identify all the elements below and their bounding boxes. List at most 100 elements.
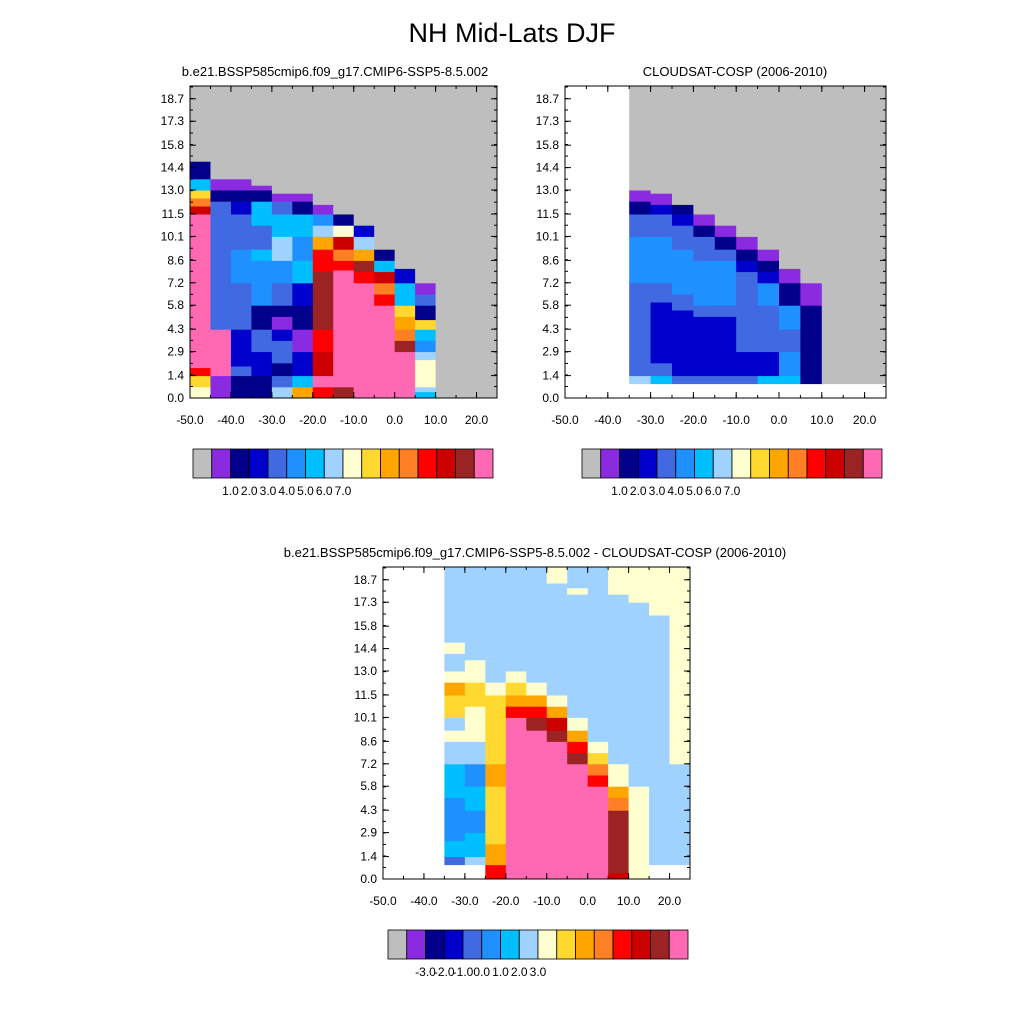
heatmap-cell (672, 294, 694, 311)
heatmap-cell (693, 375, 716, 385)
heatmap-cell (292, 86, 314, 194)
heatmap-cell (757, 351, 780, 377)
plot-frame (564, 85, 887, 399)
colorbar-swatch (825, 448, 845, 479)
heatmap-cell (505, 671, 527, 683)
heatmap-cell (444, 567, 466, 643)
heatmap-cell (693, 214, 716, 226)
colorbar-swatch (769, 448, 789, 479)
heatmap-cell (464, 763, 486, 787)
heatmap-cell (292, 193, 314, 202)
colorbar-swatch (619, 448, 639, 479)
heatmap-cell (230, 190, 252, 202)
heatmap-cell (714, 260, 737, 306)
heatmap-cell (210, 178, 232, 191)
colorbar-swatch (731, 448, 752, 479)
x-tick-label: 10.0 (424, 413, 448, 427)
heatmap-cell (736, 249, 759, 261)
heatmap-cell (251, 305, 273, 330)
heatmap-cell (292, 386, 314, 399)
heatmap-cell (444, 682, 466, 696)
y-tick-label: 7.2 (167, 276, 184, 290)
y-tick-label: 18.7 (354, 573, 378, 587)
heatmap-cell (435, 86, 457, 399)
heatmap-cell (587, 775, 609, 787)
heatmap-cell (779, 86, 801, 269)
heatmap-cell (464, 706, 486, 742)
heatmap-cell (693, 225, 716, 237)
heatmap-cell (312, 271, 334, 330)
colorbar-swatch (380, 448, 400, 479)
y-tick-label: 1.4 (542, 369, 559, 383)
colorbar-label: 2.0 (511, 965, 528, 979)
x-tick-label: -40.0 (217, 413, 245, 427)
panel-2-title: CLOUDSAT-COSP (2006-2010) (642, 64, 828, 79)
colorbar-swatch (455, 448, 475, 479)
heatmap-cell (629, 214, 652, 237)
heatmap-cell (672, 225, 694, 250)
x-tick-label: -50.0 (176, 413, 204, 427)
y-tick-label: 13.0 (354, 664, 378, 678)
y-tick-label: 8.6 (360, 734, 377, 748)
heatmap-cell (394, 329, 416, 341)
heatmap-cell (485, 786, 507, 845)
heatmap-cell (649, 567, 671, 616)
heatmap-cell (672, 86, 694, 205)
heatmap-cell (374, 249, 396, 261)
heatmap-cell (210, 190, 232, 202)
heatmap-cell (505, 717, 527, 880)
heatmap-cell (800, 316, 823, 330)
y-tick-label: 13.0 (161, 183, 185, 197)
heatmap-cell (271, 375, 293, 388)
heatmap-cell (587, 786, 609, 880)
colorbar-label: 3.0 (530, 965, 547, 979)
heatmap-cell (415, 305, 437, 321)
heatmap-cell (271, 236, 293, 261)
heatmap-cell (292, 214, 314, 237)
heatmap-cell (444, 810, 466, 842)
y-tick-label: 5.8 (167, 298, 184, 312)
heatmap-cell (843, 86, 866, 385)
heatmap-cell (757, 305, 780, 353)
heatmap-cell (333, 86, 355, 215)
heatmap-cell (629, 190, 652, 202)
colorbar-swatch (575, 929, 595, 960)
colorbar-swatch (286, 448, 306, 479)
colorbar-swatch (631, 929, 651, 960)
heatmap-cell (353, 86, 375, 226)
heatmap-cell (251, 351, 273, 377)
heatmap-cell (353, 249, 375, 261)
heatmap-cell (800, 351, 823, 377)
heatmap-cell (672, 214, 694, 226)
x-tick-label: 20.0 (658, 894, 682, 908)
heatmap-cell (333, 236, 355, 250)
heatmap-cell (394, 305, 416, 317)
heatmap-cell (546, 583, 568, 696)
heatmap-cell (271, 86, 293, 194)
heatmap-cell (353, 345, 375, 361)
heatmap-cell (650, 86, 673, 194)
heatmap-cell (394, 86, 416, 269)
colorbar-label: 6.0 (316, 484, 333, 498)
heatmap-cell (821, 86, 844, 385)
x-tick-label: -40.0 (594, 413, 622, 427)
x-tick-label: 20.0 (853, 413, 877, 427)
colorbar-label: 1.0 (611, 484, 628, 498)
heatmap-cell (190, 190, 211, 199)
heatmap-cell (464, 682, 486, 707)
y-tick-label: 7.2 (542, 276, 559, 290)
heatmap-cell (292, 201, 314, 215)
heatmap-cell (587, 752, 609, 765)
heatmap-cell (693, 260, 716, 306)
heatmap-cell (271, 214, 293, 237)
heatmap-cell (629, 375, 652, 385)
heatmap-cell (736, 375, 759, 385)
colorbar-swatch (862, 448, 883, 479)
heatmap-cell (190, 198, 211, 207)
x-tick-label: -50.0 (369, 894, 397, 908)
colorbar-swatch (806, 448, 827, 479)
heatmap-cell (444, 653, 466, 672)
colorbar-swatch (787, 448, 808, 479)
heatmap-cell (312, 225, 334, 237)
x-tick-label: -20.0 (492, 894, 520, 908)
